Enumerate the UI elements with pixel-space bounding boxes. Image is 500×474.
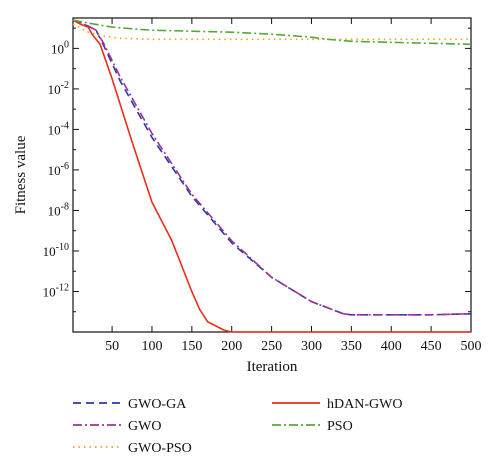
series-line-gwo bbox=[72, 19, 472, 316]
x-tick-label: 250 bbox=[261, 339, 282, 354]
legend-label: PSO bbox=[327, 419, 353, 434]
x-tick-label: 150 bbox=[181, 339, 202, 354]
x-tick-label: 450 bbox=[421, 339, 442, 354]
y-tick-label: 10-8 bbox=[48, 201, 69, 218]
series-layer bbox=[72, 19, 472, 333]
plot-frame bbox=[72, 17, 472, 333]
x-tick-label: 200 bbox=[221, 339, 242, 354]
series-line-hdan-gwo bbox=[72, 19, 471, 333]
y-tick-label: 10-12 bbox=[43, 282, 69, 299]
legend-layer: GWO-GA hDAN-GWO GWO PSO GWO-PSO bbox=[73, 397, 402, 456]
x-axis-label: Iteration bbox=[247, 359, 298, 375]
x-tick-label: 500 bbox=[461, 339, 482, 354]
y-tick-label: 10-10 bbox=[43, 242, 69, 259]
y-axis-label: Fitness value bbox=[13, 135, 29, 214]
legend-label: GWO-GA bbox=[128, 397, 187, 412]
y-tick-label: 10-2 bbox=[48, 80, 69, 97]
x-tick-label: 300 bbox=[301, 339, 322, 354]
x-tick-label: 350 bbox=[341, 339, 362, 354]
series-line-pso bbox=[72, 19, 472, 46]
y-tick-label: 100 bbox=[51, 39, 69, 56]
x-tick-label: 100 bbox=[141, 339, 162, 354]
legend-label: GWO-PSO bbox=[128, 441, 192, 456]
legend-label: GWO bbox=[128, 419, 161, 434]
axes-layer: 50 100 150 200 250 300 350 400 450 500 100 10-2 10-4… bbox=[13, 17, 482, 375]
series-line-gwo-pso bbox=[72, 23, 471, 41]
x-tick-label: 50 bbox=[105, 339, 119, 354]
x-tick-label: 400 bbox=[381, 339, 402, 354]
legend-label: hDAN-GWO bbox=[327, 397, 402, 412]
y-tick-label: 10-4 bbox=[48, 120, 69, 137]
y-tick-label: 10-6 bbox=[48, 161, 69, 178]
series-line-gwo-ga bbox=[72, 19, 472, 316]
